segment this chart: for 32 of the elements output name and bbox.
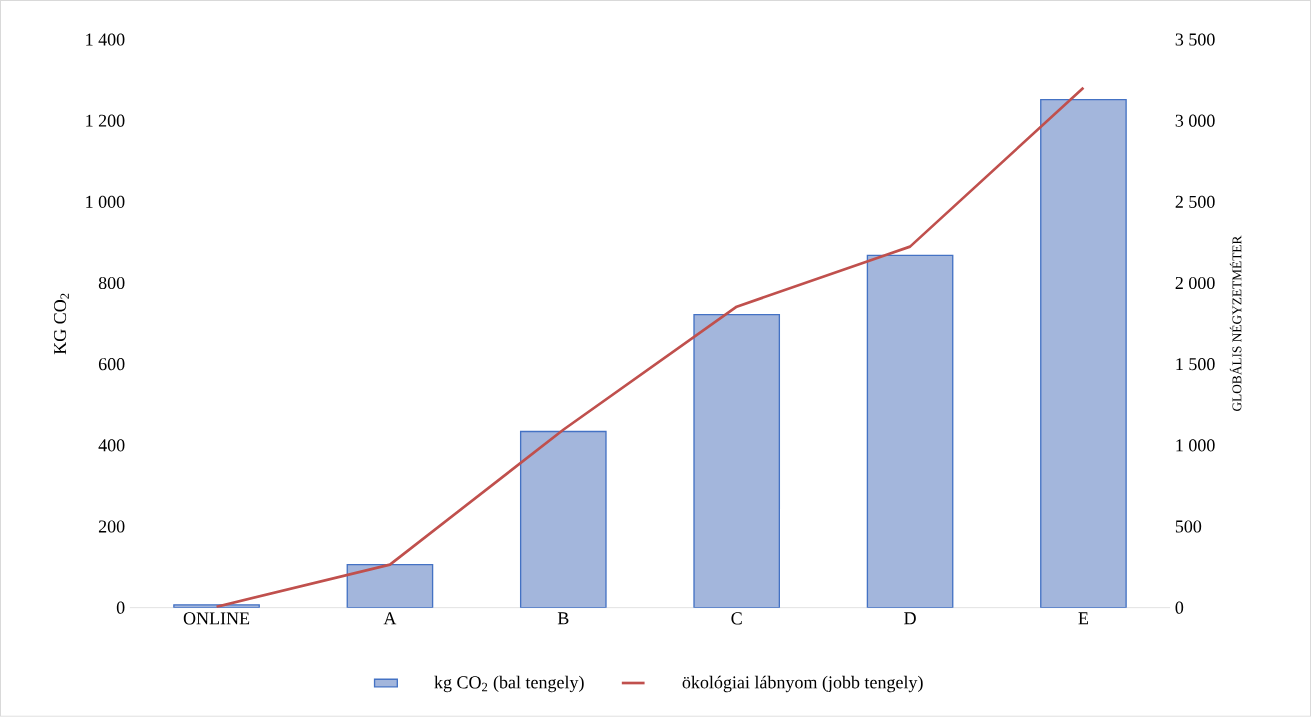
y2-axis-title: GLOBÁLIS NÉGYZETMÉTER bbox=[1229, 235, 1242, 412]
bar bbox=[866, 254, 954, 608]
y2-tick-label: 1 000 bbox=[1176, 439, 1215, 452]
y-tick-label: 600 bbox=[98, 358, 125, 371]
y-tick-label: 1 400 bbox=[86, 33, 125, 46]
x-tick-label: ONLINE bbox=[183, 612, 250, 625]
y2-tick-label: 3 500 bbox=[1175, 33, 1215, 46]
y-tick-label: 0 bbox=[116, 601, 125, 614]
y-axis-title: KG CO$_{2}$ bbox=[54, 293, 69, 355]
y-tick-label: 400 bbox=[98, 439, 125, 452]
x-tick-label: E bbox=[1078, 612, 1089, 625]
bar bbox=[1040, 98, 1127, 608]
y2-tick-label: 0 bbox=[1175, 601, 1184, 614]
bar bbox=[693, 314, 781, 608]
y2-tick-label: 3 000 bbox=[1175, 114, 1215, 127]
x-tick-label: D bbox=[904, 612, 916, 625]
y-tick-label: 1 000 bbox=[86, 195, 125, 208]
x-tick-label: C bbox=[731, 612, 742, 625]
bar bbox=[346, 564, 434, 608]
line-series bbox=[215, 86, 1085, 608]
x-tick-label: B bbox=[557, 612, 569, 625]
legend-label: ökológiai lábnyom (jobb tengely) bbox=[682, 675, 923, 693]
x-tick-label: A bbox=[383, 612, 397, 625]
y2-tick-label: 2 500 bbox=[1175, 195, 1215, 208]
y2-tick-label: 500 bbox=[1175, 520, 1202, 533]
y-tick-label: 800 bbox=[98, 276, 125, 290]
legend-label: kg CO$_{2}$ (bal tengely) bbox=[434, 675, 584, 693]
y-tick-label: 1 200 bbox=[86, 114, 125, 127]
y2-tick-label: 2 000 bbox=[1175, 276, 1215, 290]
bar bbox=[519, 430, 607, 608]
y2-tick-label: 1 500 bbox=[1176, 358, 1215, 371]
y-tick-label: 200 bbox=[98, 520, 125, 533]
